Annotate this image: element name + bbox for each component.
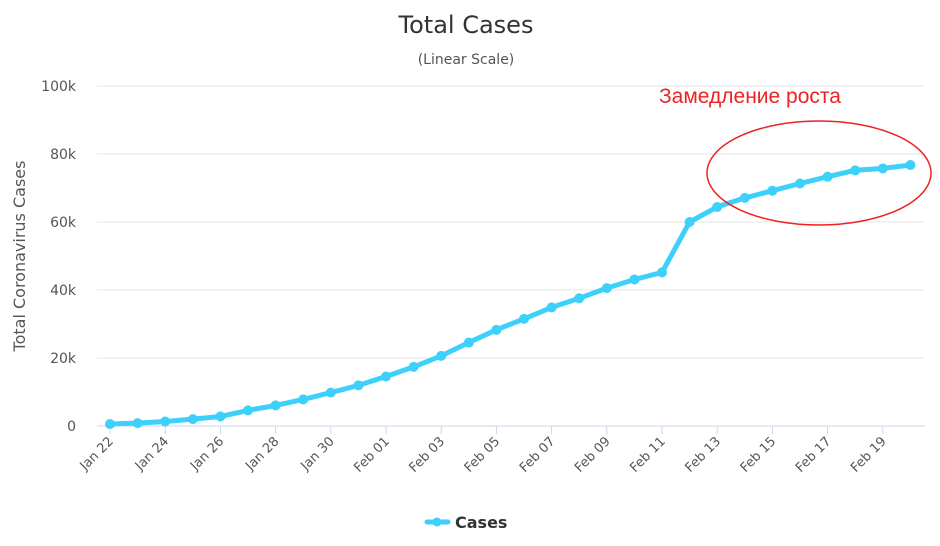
chart-subtitle: (Linear Scale) [418, 52, 515, 68]
x-tick-label: Feb 19 [848, 434, 890, 476]
x-tick-label: Jan 28 [242, 434, 282, 474]
y-tick-label: 60k [50, 215, 77, 231]
data-point[interactable] [657, 267, 667, 278]
x-tick-label: Feb 11 [627, 434, 669, 476]
data-point[interactable] [243, 405, 253, 416]
data-point[interactable] [546, 302, 557, 313]
legend-label-cases: Cases [455, 513, 507, 532]
data-point[interactable] [381, 371, 391, 382]
y-tick-label: 80k [50, 147, 77, 163]
annotation-ellipse [706, 120, 932, 226]
y-tick-label: 40k [50, 283, 77, 299]
data-point[interactable] [298, 394, 309, 405]
y-tick-label: 20k [50, 351, 77, 367]
x-tick-label: Feb 05 [462, 434, 504, 476]
data-point[interactable] [712, 201, 723, 212]
x-tick-label: Jan 24 [132, 434, 172, 474]
data-point[interactable] [519, 313, 529, 324]
data-point[interactable] [850, 165, 861, 176]
data-point[interactable] [767, 185, 778, 196]
y-tick-label: 0 [67, 419, 76, 435]
data-point[interactable] [215, 411, 226, 422]
data-point[interactable] [601, 283, 612, 294]
x-tick-label: Feb 17 [793, 434, 835, 476]
y-tick-label: 100k [41, 79, 77, 95]
x-tick-label: Feb 13 [683, 434, 725, 476]
x-tick-label: Feb 01 [351, 434, 393, 476]
x-axis: Jan 22 Jan 24 Jan 26 Jan 28 Jan 30 Feb 01 Feb … [77, 426, 890, 476]
y-axis-label: Total Coronavirus Cases [10, 161, 29, 353]
data-point[interactable] [463, 337, 474, 348]
legend[interactable]: Cases [424, 513, 507, 532]
data-point[interactable] [187, 414, 198, 425]
data-point[interactable] [132, 418, 143, 429]
x-tick-label: Feb 09 [572, 434, 614, 476]
data-point[interactable] [325, 387, 336, 398]
grid [97, 85, 925, 427]
data-point[interactable] [574, 293, 585, 304]
x-tick-label: Jan 30 [298, 434, 338, 474]
data-point[interactable] [491, 324, 502, 335]
data-point[interactable] [822, 171, 833, 182]
data-point[interactable] [629, 274, 640, 285]
x-tick-label: Jan 26 [187, 434, 227, 474]
data-point[interactable] [436, 350, 447, 361]
data-point[interactable] [739, 192, 750, 203]
data-point[interactable] [795, 178, 805, 189]
data-point[interactable] [877, 163, 888, 174]
x-tick-label: Feb 03 [407, 434, 449, 476]
data-point[interactable] [408, 361, 419, 372]
data-point[interactable] [270, 400, 281, 411]
chart-title: Total Cases [398, 11, 534, 39]
x-tick-label: Feb 07 [517, 434, 559, 476]
series-cases [105, 159, 916, 430]
x-tick-label: Feb 15 [738, 434, 780, 476]
series-line [107, 162, 913, 427]
y-axis: 0 20k 40k 60k 80k 100k [41, 79, 77, 435]
data-point[interactable] [684, 217, 695, 227]
legend-marker-icon [432, 517, 442, 527]
x-tick-label: Jan 22 [77, 434, 117, 474]
data-point[interactable] [160, 416, 171, 427]
data-point[interactable] [905, 159, 916, 170]
data-point[interactable] [353, 380, 364, 391]
data-point[interactable] [105, 419, 115, 430]
annotation-text: Замедление роста [659, 85, 841, 108]
